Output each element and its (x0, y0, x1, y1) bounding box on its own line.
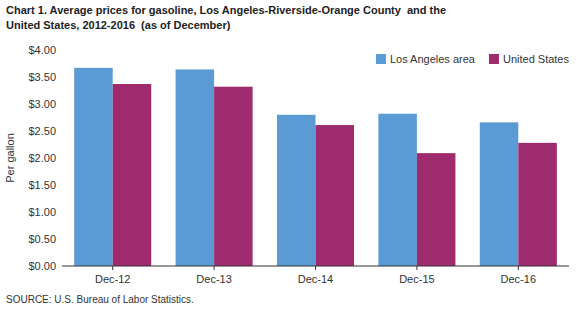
bar (113, 84, 152, 266)
x-tick (214, 266, 215, 270)
bar (214, 87, 253, 266)
bar (417, 153, 456, 266)
y-tick-label: $3.50 (28, 71, 56, 83)
legend-label: United States (503, 53, 570, 65)
y-tick-label: $2.00 (28, 152, 56, 164)
y-tick-label: $0.50 (28, 233, 56, 245)
source: SOURCE: U.S. Bureau of Labor Statistics. (6, 294, 194, 305)
x-tick-label: Dec-13 (196, 273, 231, 285)
bar (74, 68, 113, 266)
x-tick-label: Dec-16 (501, 273, 536, 285)
x-tick (315, 266, 316, 270)
title: Chart 1. Average prices for gasoline, Lo… (6, 4, 446, 31)
y-axis-label: Per gallon (4, 133, 16, 183)
bar (277, 115, 316, 266)
x-tick-label: Dec-15 (399, 273, 434, 285)
bar (316, 125, 355, 266)
bar (378, 114, 417, 266)
legend-swatch (376, 54, 386, 64)
x-tick (416, 266, 417, 270)
y-tick-label: $3.00 (28, 98, 56, 110)
x-tick (518, 266, 519, 270)
y-tick-label: $1.50 (28, 179, 56, 191)
bar (176, 69, 215, 266)
chart: Chart 1. Average prices for gasoline, Lo… (0, 0, 579, 309)
legend: Los Angeles area United States (376, 53, 570, 65)
x-tick-label: Dec-14 (298, 273, 333, 285)
x-tick (112, 266, 113, 270)
title-line: Chart 1. Average prices for gasoline, Lo… (6, 4, 446, 16)
bars (74, 68, 557, 266)
y-tick-label: $4.00 (28, 44, 56, 56)
y-tick-label: $2.50 (28, 125, 56, 137)
legend-label: Los Angeles area (390, 53, 476, 65)
title-line: United States, 2012-2016 (as of December… (6, 19, 231, 31)
legend-swatch (489, 54, 499, 64)
y-tick-label: $0.00 (28, 260, 56, 272)
bar (518, 143, 557, 266)
y-tick-label: $1.00 (28, 206, 56, 218)
x-tick-label: Dec-12 (95, 273, 130, 285)
bar (480, 122, 519, 266)
